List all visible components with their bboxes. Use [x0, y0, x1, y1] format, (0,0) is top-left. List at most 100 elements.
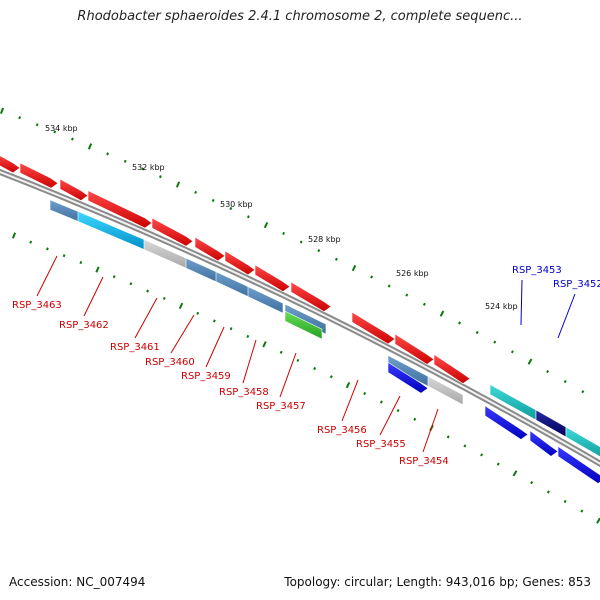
scale-tick-inner — [279, 350, 283, 354]
gene-label[interactable]: RSP_3455 — [356, 439, 406, 450]
scale-tick-inner — [29, 240, 33, 244]
gene-label[interactable]: RSP_3456 — [317, 425, 367, 436]
gene-feature[interactable] — [351, 311, 396, 345]
scale-tick-outer — [211, 198, 215, 202]
gene-feature[interactable] — [194, 236, 226, 262]
gene-feature[interactable] — [254, 264, 291, 292]
gene-feature[interactable] — [484, 405, 529, 440]
scale-tick-inner — [480, 453, 484, 457]
gene-feature[interactable] — [284, 310, 323, 340]
scale-tick-outer — [175, 181, 181, 188]
gene-feature[interactable] — [59, 178, 89, 201]
scale-tick-inner — [496, 462, 500, 466]
gene-label[interactable]: RSP_3453 — [512, 265, 562, 276]
scale-tick-outer — [563, 380, 567, 384]
gene-label[interactable]: RSP_3459 — [181, 371, 231, 382]
gene-label[interactable]: RSP_3462 — [59, 320, 109, 331]
scale-tick-inner — [512, 470, 518, 477]
scale-tick-inner — [262, 341, 267, 348]
scale-tick-inner — [11, 232, 17, 239]
scale-tick-inner — [178, 302, 184, 309]
scale-tick-outer — [422, 302, 426, 306]
scale-tick-outer — [141, 167, 145, 171]
scale-tick-inner — [546, 490, 550, 494]
scale-tick-outer — [370, 275, 374, 279]
scale-tick-outer — [493, 340, 497, 344]
scale-tick-inner — [146, 289, 150, 293]
scale-tick-inner — [563, 499, 567, 504]
gene-label[interactable]: RSP_3452 — [553, 279, 600, 290]
gene-label[interactable]: RSP_3457 — [256, 401, 306, 412]
gene-feature[interactable] — [433, 353, 471, 384]
gene-feature[interactable] — [247, 286, 284, 314]
gene-label[interactable]: RSP_3463 — [12, 300, 62, 311]
gene-feature[interactable] — [427, 375, 464, 406]
gene-feature[interactable] — [565, 426, 600, 460]
gene-leader-line — [36, 255, 58, 297]
scale-tick-inner — [196, 311, 200, 315]
scale-tick-outer — [123, 159, 127, 163]
scale-tick-inner — [530, 481, 534, 485]
gene-leader-line — [242, 339, 257, 384]
scale-label: 524 kbp — [485, 302, 518, 311]
gene-feature[interactable] — [290, 281, 332, 312]
scale-tick-inner — [580, 509, 584, 513]
gene-label[interactable]: RSP_3458 — [219, 387, 269, 398]
gene-feature[interactable] — [387, 361, 429, 394]
gene-leader-line — [279, 352, 297, 398]
scale-label: 526 kbp — [396, 269, 429, 278]
scale-tick-inner — [345, 381, 351, 389]
gene-feature[interactable] — [224, 250, 256, 276]
scale-tick-inner — [79, 261, 83, 265]
scale-tick-outer — [263, 221, 269, 229]
scale-tick-outer — [581, 390, 585, 394]
gene-label[interactable]: RSP_3454 — [399, 456, 449, 467]
scale-tick-outer — [546, 370, 550, 374]
scale-tick-outer — [299, 240, 303, 244]
gene-feature[interactable] — [394, 333, 435, 365]
scale-tick-outer — [282, 231, 286, 235]
scale-label: 532 kbp — [132, 163, 165, 172]
scale-tick-inner — [363, 391, 367, 396]
scale-label: 528 kbp — [308, 235, 341, 244]
scale-tick-outer — [510, 350, 514, 354]
genome-summary-text: Topology: circular; Length: 943,016 bp; … — [284, 575, 591, 589]
accession-text: Accession: NC_007494 — [9, 575, 146, 589]
gene-feature[interactable] — [87, 190, 153, 229]
scale-tick-outer — [158, 175, 162, 179]
scale-tick-inner — [329, 375, 333, 379]
gene-feature[interactable] — [19, 162, 59, 189]
gene-feature[interactable] — [529, 429, 559, 457]
gene-leader-line — [170, 314, 195, 354]
scale-tick-inner — [229, 327, 233, 331]
gene-leader-line — [341, 379, 359, 422]
scale-tick-outer — [106, 152, 110, 156]
gene-feature[interactable] — [557, 445, 600, 484]
scale-tick-outer — [527, 358, 533, 365]
scale-tick-outer — [475, 330, 479, 335]
gene-feature[interactable] — [151, 217, 194, 247]
gene-label[interactable]: RSP_3461 — [110, 342, 160, 353]
gene-leader-line — [520, 279, 523, 326]
scale-tick-inner — [95, 266, 100, 273]
scale-tick-inner — [396, 409, 400, 413]
scale-tick-inner — [296, 358, 300, 362]
gene-feature[interactable] — [0, 153, 21, 174]
gene-label[interactable]: RSP_3460 — [145, 357, 195, 368]
scale-tick-outer — [194, 190, 198, 194]
scale-tick-inner — [446, 435, 450, 439]
scale-tick-inner — [463, 444, 467, 448]
scale-tick-outer — [87, 143, 93, 150]
gene-leader-line — [422, 408, 439, 453]
scale-tick-outer — [405, 293, 409, 297]
gene-leader-line — [557, 293, 576, 339]
scale-tick-inner — [129, 282, 133, 286]
gene-leader-line — [134, 297, 158, 339]
gene-leader-line — [379, 395, 401, 436]
backbone-inner — [0, 170, 600, 465]
scale-tick-outer — [246, 215, 250, 219]
scale-tick-inner — [413, 417, 417, 421]
scale-label: 530 kbp — [220, 200, 253, 209]
scale-tick-inner — [162, 296, 166, 300]
